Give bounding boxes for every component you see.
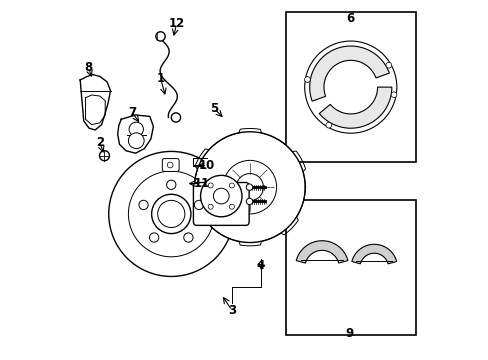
Text: 11: 11 (193, 177, 209, 190)
Text: 1: 1 (156, 72, 164, 85)
FancyBboxPatch shape (193, 183, 248, 225)
Circle shape (183, 233, 193, 242)
Text: 10: 10 (199, 159, 215, 172)
Polygon shape (319, 87, 391, 128)
Circle shape (128, 133, 144, 149)
Circle shape (108, 152, 233, 276)
Circle shape (200, 175, 242, 217)
Text: 2: 2 (96, 136, 103, 149)
Circle shape (156, 32, 165, 41)
Circle shape (208, 183, 213, 188)
Circle shape (139, 200, 148, 210)
Text: 12: 12 (168, 17, 184, 30)
Text: 5: 5 (209, 102, 218, 115)
Circle shape (229, 183, 234, 188)
Polygon shape (309, 46, 388, 101)
Circle shape (99, 151, 109, 161)
Text: 3: 3 (227, 304, 236, 317)
Circle shape (213, 188, 229, 204)
Circle shape (208, 204, 213, 209)
Circle shape (223, 160, 276, 214)
Text: 9: 9 (345, 327, 353, 340)
Circle shape (149, 233, 159, 242)
Circle shape (167, 162, 173, 168)
FancyBboxPatch shape (162, 158, 179, 171)
Polygon shape (296, 241, 347, 263)
Circle shape (166, 180, 176, 189)
Circle shape (129, 122, 143, 136)
Circle shape (246, 184, 252, 190)
Circle shape (246, 198, 252, 204)
Text: 6: 6 (345, 12, 353, 25)
Circle shape (194, 132, 305, 243)
Circle shape (171, 113, 180, 122)
Circle shape (390, 92, 396, 98)
Polygon shape (351, 244, 396, 264)
Circle shape (385, 62, 391, 68)
Text: 8: 8 (84, 61, 92, 74)
Circle shape (151, 194, 190, 234)
Circle shape (229, 204, 234, 209)
Circle shape (128, 171, 214, 257)
Circle shape (157, 201, 184, 228)
Text: 7: 7 (128, 105, 136, 119)
Bar (285, 12, 415, 162)
Circle shape (325, 122, 331, 128)
Bar (285, 200, 415, 336)
Circle shape (194, 200, 203, 210)
Circle shape (304, 77, 310, 82)
Circle shape (236, 174, 263, 201)
Text: 4: 4 (256, 259, 264, 272)
